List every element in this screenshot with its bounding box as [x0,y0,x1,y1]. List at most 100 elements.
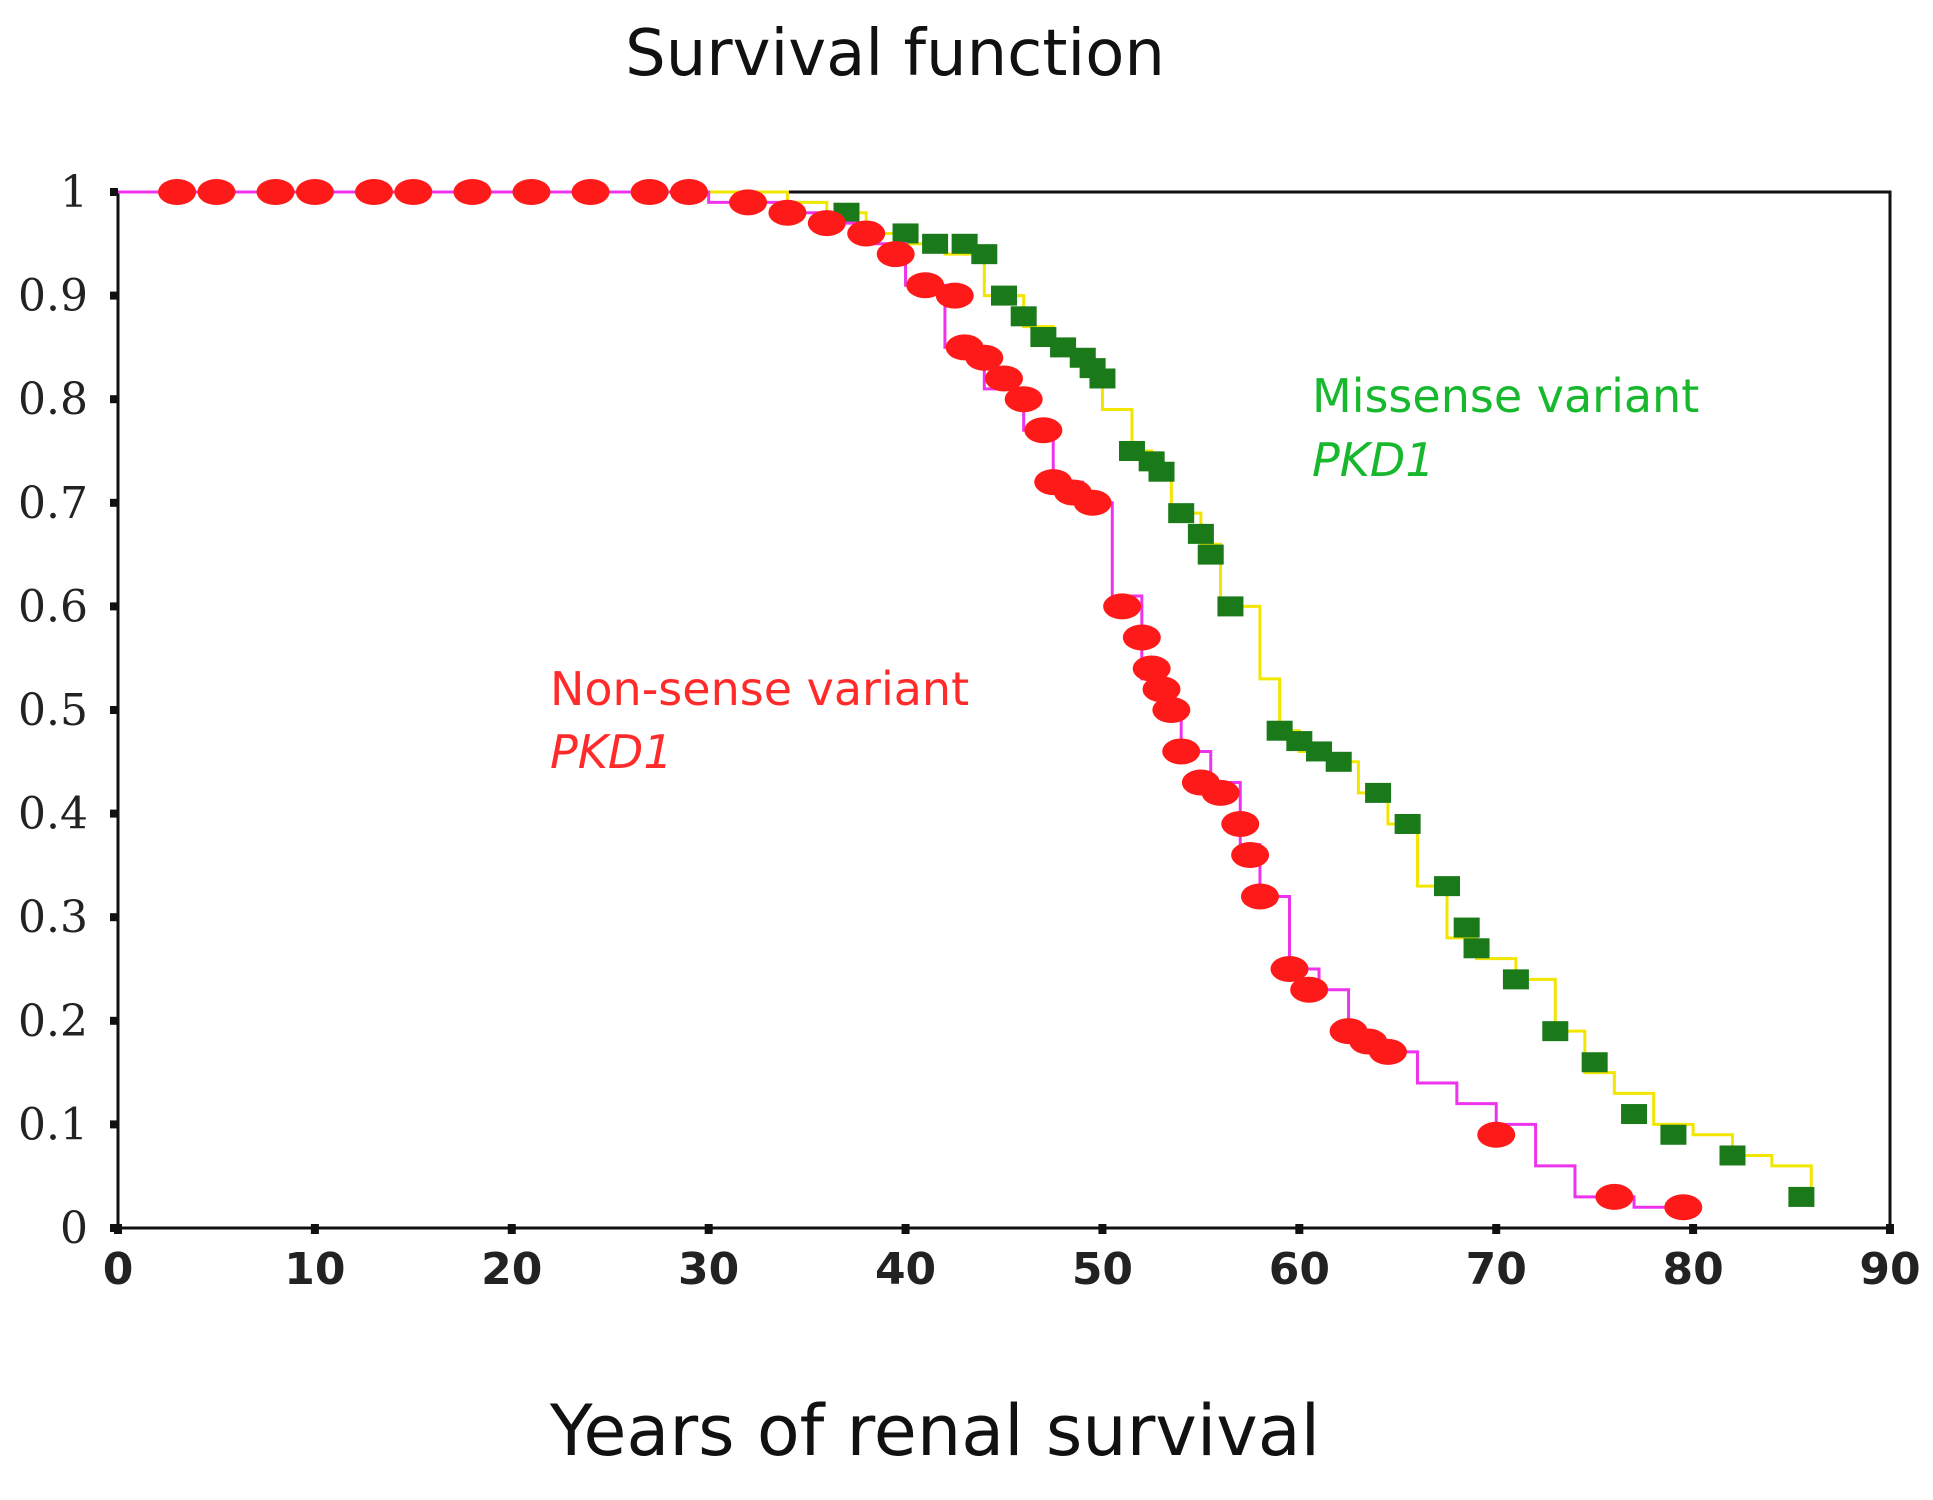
x-axis: 0 10 20 30 40 50 60 70 80 90 [103,1224,1921,1295]
y-tick-label: 0.3 [18,892,88,943]
censor-marker [1073,489,1112,516]
x-tick-label: 60 [1269,1244,1330,1295]
nonsense-label: Non-sense variant [550,662,969,716]
censor-marker [453,179,492,205]
x-tick-mark [1689,1224,1698,1234]
censor-marker [1394,813,1421,834]
y-tick-label: 0.4 [18,789,88,840]
censor-marker [1365,782,1392,803]
x-tick-mark [507,1224,516,1234]
y-tick-mark [110,706,118,714]
survival-step-line [118,190,1813,1197]
censor-marker [1664,1194,1703,1221]
censor-marker [1201,779,1240,806]
x-tick-label: 40 [875,1244,936,1295]
censor-marker [1266,720,1293,741]
y-tick-mark [110,1016,118,1025]
x-tick-mark [1492,1224,1501,1234]
censor-marker [1434,876,1460,897]
censor-marker [985,365,1023,392]
x-tick-label: 30 [678,1244,739,1295]
x-tick-mark [1098,1224,1107,1234]
y-tick-mark [110,1120,118,1129]
censor-marker [876,241,915,268]
censor-marker [729,189,768,216]
y-tick-label: 0.5 [18,685,88,736]
censor-marker [935,282,974,309]
y-tick-mark [110,913,118,922]
chart-title: Survival function [625,17,1165,91]
censor-marker [669,179,708,205]
x-tick-mark [704,1224,713,1234]
censor-marker [1030,327,1057,348]
x-tick-label: 0 [103,1244,134,1295]
censor-marker [1168,503,1195,524]
x-tick-mark [1295,1224,1304,1234]
y-tick-label: 0.1 [18,1099,88,1150]
censor-marker [1270,956,1309,982]
censor-marker [847,220,886,247]
censor-marker [1306,741,1333,762]
censor-marker [1286,731,1313,752]
censor-marker [512,179,551,205]
censor-marker [922,233,949,254]
censor-marker [1581,1052,1608,1073]
x-tick-label: 70 [1466,1244,1527,1295]
x-tick-label: 50 [1072,1244,1133,1295]
censor-marker [1542,1021,1569,1042]
y-tick-mark [110,498,118,507]
censor-marker [1231,842,1270,869]
y-tick-label: 0.2 [18,996,88,1047]
censor-marker [1089,368,1116,389]
censor-marker [1132,655,1171,682]
nonsense-gene-label: PKD1 [550,725,673,779]
y-tick-label: 0 [60,1203,88,1254]
y-tick-label: 0.9 [18,271,88,322]
censor-marker [1240,883,1279,910]
x-tick-mark [114,1224,122,1234]
censor-marker [1197,544,1224,565]
x-tick-label: 20 [481,1244,542,1295]
censor-marker [1788,1186,1815,1207]
censor-marker [1162,738,1201,765]
censor-marker [295,179,334,205]
y-tick-mark [110,188,118,196]
censor-marker [807,210,846,237]
censor-marker [1050,337,1077,358]
censor-marker [1463,938,1490,959]
censor-marker [1621,1104,1648,1125]
censor-marker [1152,697,1191,723]
y-axis: 0 0.1 0.2 0.3 0.4 0.5 0.6 0.7 0.8 0.9 1 [18,167,118,1254]
censor-marker [1595,1183,1634,1210]
censor-marker [1502,969,1529,990]
censor-marker [892,223,919,244]
censor-marker [394,179,433,205]
x-tick-mark [901,1224,910,1234]
x-tick-mark [1886,1224,1894,1234]
censor-marker [1221,810,1260,837]
censor-marker [1368,1038,1407,1065]
missense-gene-label: PKD1 [1312,433,1435,487]
x-axis-label: Years of renal survival [549,1390,1320,1472]
censor-marker [354,179,393,205]
censor-marker [1325,751,1352,772]
censor-marker [630,179,669,205]
series-missense [118,190,1815,1207]
y-tick-label: 1 [60,167,88,218]
censor-marker [1142,676,1181,703]
censor-marker [1453,917,1480,938]
y-tick-mark [110,291,118,300]
censor-marker [1118,441,1145,461]
censor-marker [1187,523,1214,544]
censor-marker [906,272,945,299]
y-tick-label: 0.8 [18,374,88,425]
x-tick-label: 80 [1662,1244,1723,1295]
censor-marker [1148,461,1175,482]
y-tick-label: 0.6 [18,581,88,632]
y-tick-mark [110,395,118,404]
censor-marker [1217,596,1244,617]
x-tick-mark [310,1224,319,1234]
censor-marker [1010,306,1037,327]
censor-marker [197,179,236,205]
censor-marker [1719,1145,1746,1166]
